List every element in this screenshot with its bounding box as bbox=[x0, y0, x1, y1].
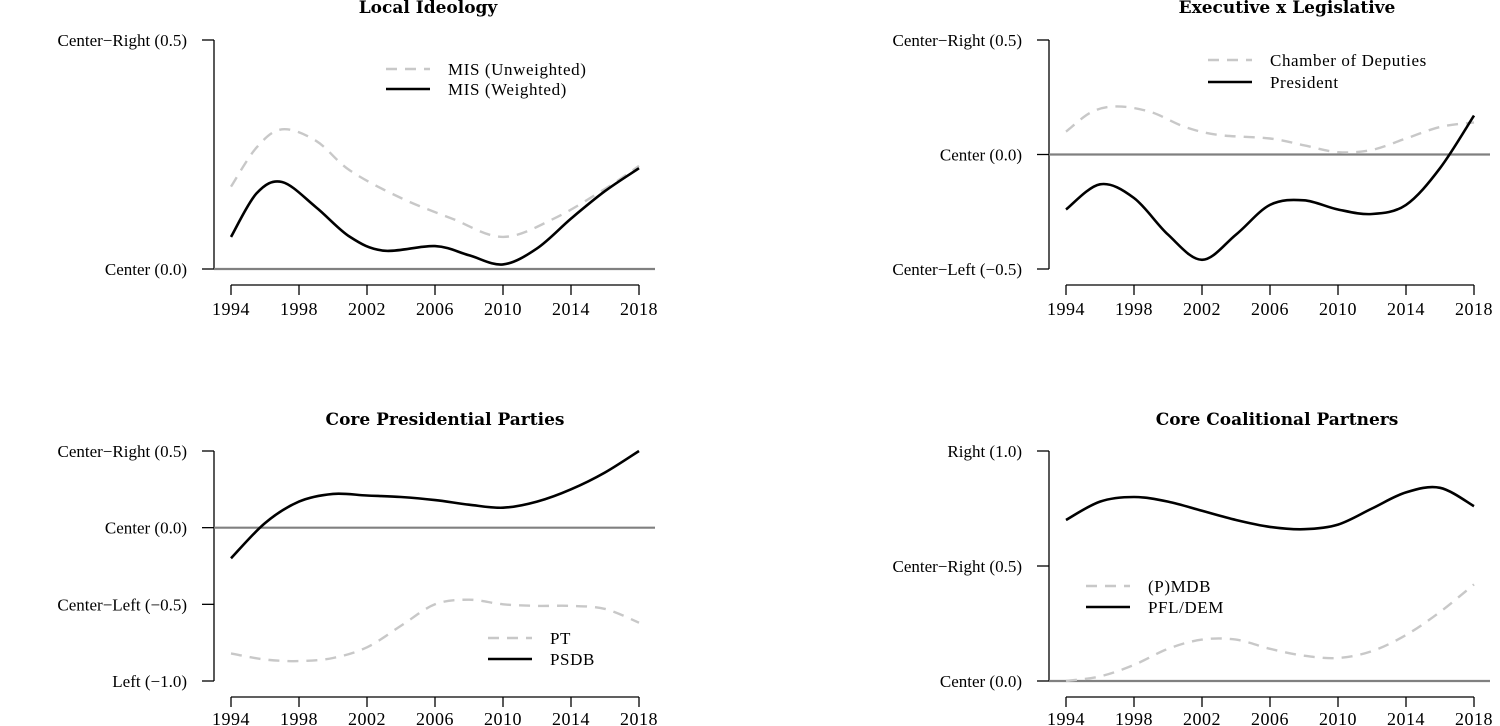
legend-label: Chamber of Deputies bbox=[1270, 51, 1427, 70]
legend: (P)MDB PFL/DEM bbox=[1086, 577, 1224, 617]
x-tick-label: 2014 bbox=[552, 709, 590, 726]
x-tick-label: 2018 bbox=[1455, 299, 1493, 319]
x-tick-label: 2006 bbox=[416, 299, 454, 319]
chart-panel-3: Core Presidential Parties Left (−1.0) Cent… bbox=[57, 410, 658, 726]
y-tick-label: Right (1.0) bbox=[947, 442, 1022, 461]
y-tick-label: Center (0.0) bbox=[105, 519, 187, 538]
x-tick-label: 1994 bbox=[1047, 709, 1085, 726]
x-tick-label: 2018 bbox=[620, 299, 658, 319]
x-tick-label: 1994 bbox=[212, 709, 250, 726]
x-tick-label: 2002 bbox=[1183, 709, 1221, 726]
x-tick-label: 2006 bbox=[416, 709, 454, 726]
x-tick-label: 2002 bbox=[348, 299, 386, 319]
chart-title: Local Ideology bbox=[359, 0, 499, 18]
x-tick-label: 2010 bbox=[484, 299, 522, 319]
y-tick-label: Center (0.0) bbox=[940, 146, 1022, 165]
x-tick-label: 1998 bbox=[280, 299, 318, 319]
x-tick-label: 2002 bbox=[348, 709, 386, 726]
x-tick-label: 2010 bbox=[1319, 299, 1357, 319]
legend-label: PFL/DEM bbox=[1148, 598, 1224, 617]
chart-title: Core Coalitional Partners bbox=[1156, 410, 1399, 430]
series-line-chamber-of-deputies bbox=[1065, 105, 1475, 154]
y-tick-label: Center (0.0) bbox=[105, 260, 187, 279]
y-tick-label: Center−Right (0.5) bbox=[57, 31, 187, 50]
chart-panel-2: Executive x Legislative Center−Left (−0.5… bbox=[892, 0, 1493, 319]
legend-label: MIS (Weighted) bbox=[448, 80, 567, 99]
y-tick-label: Left (−1.0) bbox=[112, 672, 187, 691]
legend-label: (P)MDB bbox=[1148, 577, 1211, 596]
y-tick-label: Center (0.0) bbox=[940, 672, 1022, 691]
x-tick-label: 2002 bbox=[1183, 299, 1221, 319]
chart-panel-4: Core Coalitional Partners Center (0.0) Cen… bbox=[892, 410, 1493, 726]
x-tick-label: 1994 bbox=[1047, 299, 1085, 319]
x-tick-label: 1998 bbox=[1115, 299, 1153, 319]
chart-panel-1: Local Ideology Center (0.0) Center−Right (… bbox=[57, 0, 658, 319]
x-tick-label: 1998 bbox=[1115, 709, 1153, 726]
y-tick-label: Center−Left (−0.5) bbox=[892, 260, 1022, 279]
legend: MIS (Unweighted)MIS (Weighted) bbox=[386, 60, 587, 99]
series-line-mis-weighted bbox=[229, 167, 640, 266]
chart-title: Executive x Legislative bbox=[1179, 0, 1396, 18]
series-line-president bbox=[1065, 114, 1476, 262]
y-tick-label: Center−Right (0.5) bbox=[892, 557, 1022, 576]
legend: PT PSDB bbox=[488, 629, 595, 669]
x-tick-label: 2010 bbox=[484, 709, 522, 726]
y-tick-label: Center−Right (0.5) bbox=[892, 31, 1022, 50]
series-line-pfl-dem bbox=[1065, 485, 1475, 531]
x-tick-label: 2014 bbox=[552, 299, 590, 319]
y-tick-label: Center−Right (0.5) bbox=[57, 442, 187, 461]
series-line-p-mdb bbox=[1065, 583, 1475, 683]
series-line-psdb bbox=[230, 449, 640, 560]
y-tick-label: Center−Left (−0.5) bbox=[57, 595, 187, 614]
legend-label: PSDB bbox=[550, 650, 595, 669]
series-line-mis-unweighted bbox=[229, 127, 640, 239]
x-tick-label: 2006 bbox=[1251, 709, 1289, 726]
x-tick-label: 2014 bbox=[1387, 709, 1425, 726]
chart-title: Core Presidential Parties bbox=[326, 410, 565, 430]
legend-label: President bbox=[1270, 73, 1339, 92]
x-tick-label: 2010 bbox=[1319, 709, 1357, 726]
x-tick-label: 1998 bbox=[280, 709, 318, 726]
x-tick-label: 2018 bbox=[1455, 709, 1493, 726]
x-tick-label: 1994 bbox=[212, 299, 250, 319]
x-tick-label: 2006 bbox=[1251, 299, 1289, 319]
legend: Chamber of Deputies President bbox=[1208, 51, 1427, 92]
x-tick-label: 2018 bbox=[620, 709, 658, 726]
series-line-pt bbox=[230, 598, 640, 663]
x-tick-label: 2014 bbox=[1387, 299, 1425, 319]
legend-label: MIS (Unweighted) bbox=[448, 60, 587, 79]
legend-label: PT bbox=[550, 629, 571, 648]
